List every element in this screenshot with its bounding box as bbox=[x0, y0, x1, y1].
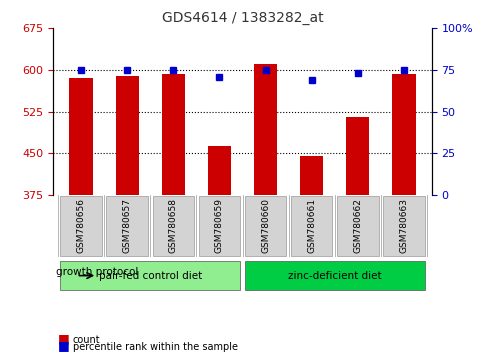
Text: percentile rank within the sample: percentile rank within the sample bbox=[73, 342, 237, 352]
FancyBboxPatch shape bbox=[152, 196, 194, 256]
FancyBboxPatch shape bbox=[336, 196, 378, 256]
Text: GSM780656: GSM780656 bbox=[76, 198, 85, 253]
Bar bbox=[115, 75, 138, 195]
FancyBboxPatch shape bbox=[198, 196, 240, 256]
FancyBboxPatch shape bbox=[60, 261, 240, 290]
Text: pair-fed control diet: pair-fed control diet bbox=[98, 270, 201, 281]
Bar bbox=[392, 74, 415, 195]
Bar bbox=[346, 117, 369, 195]
Title: GDS4614 / 1383282_at: GDS4614 / 1383282_at bbox=[161, 11, 323, 24]
Text: GSM780660: GSM780660 bbox=[260, 198, 270, 253]
Text: GSM780662: GSM780662 bbox=[353, 198, 362, 253]
Bar bbox=[208, 146, 230, 195]
Text: growth protocol: growth protocol bbox=[56, 267, 138, 277]
Text: GSM780658: GSM780658 bbox=[168, 198, 178, 253]
FancyBboxPatch shape bbox=[244, 261, 424, 290]
Text: zinc-deficient diet: zinc-deficient diet bbox=[287, 270, 381, 281]
Text: GSM780661: GSM780661 bbox=[306, 198, 316, 253]
Bar bbox=[69, 78, 92, 195]
FancyBboxPatch shape bbox=[290, 196, 332, 256]
FancyBboxPatch shape bbox=[106, 196, 148, 256]
Bar bbox=[300, 156, 322, 195]
Text: GSM780663: GSM780663 bbox=[399, 198, 408, 253]
Bar bbox=[254, 64, 276, 195]
FancyBboxPatch shape bbox=[244, 196, 286, 256]
Text: GSM780657: GSM780657 bbox=[122, 198, 131, 253]
Text: count: count bbox=[73, 335, 100, 345]
FancyBboxPatch shape bbox=[382, 196, 424, 256]
Text: ■: ■ bbox=[58, 339, 70, 352]
Text: GSM780659: GSM780659 bbox=[214, 198, 224, 253]
Text: ■: ■ bbox=[58, 332, 70, 345]
Bar bbox=[162, 74, 184, 195]
FancyBboxPatch shape bbox=[60, 196, 102, 256]
